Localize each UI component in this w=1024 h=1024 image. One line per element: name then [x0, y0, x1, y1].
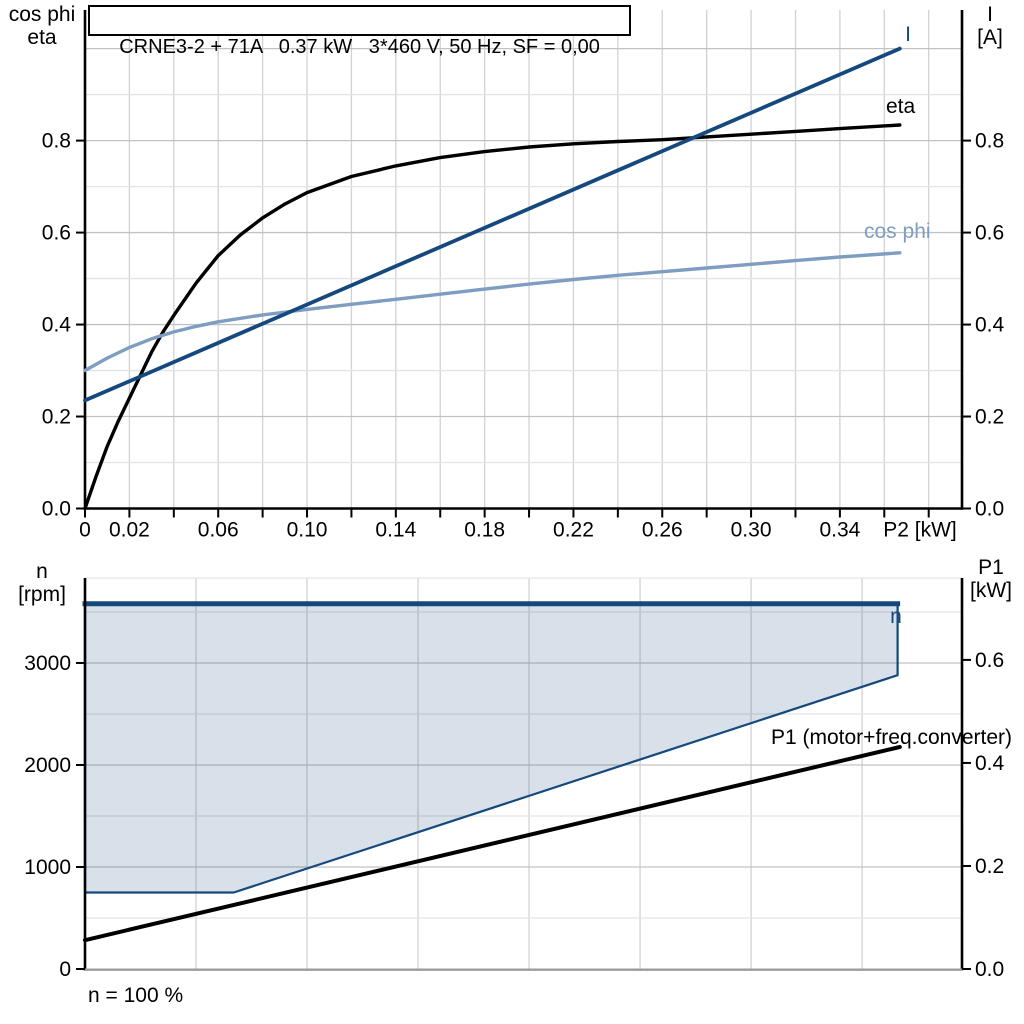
y-tick-label-left: 2000 [24, 754, 71, 777]
axis-label-speed: n [36, 560, 48, 583]
y-tick-label-right: 0.4 [975, 314, 1005, 337]
axis-label-cosphi: cos phi [8, 3, 76, 26]
speed-envelope-label: n [890, 605, 902, 628]
x-tick-label: 0.22 [553, 519, 594, 542]
y-tick-label-right: 0.2 [975, 406, 1004, 429]
x-tick-label: 0.10 [287, 519, 328, 542]
y-tick-label-left: 0.2 [42, 406, 71, 429]
speed-percentage-note: n = 100 % [88, 984, 184, 1007]
axis-label-p1-unit: [kW] [970, 579, 1012, 602]
axis-label-p1: P1 [978, 556, 1004, 579]
x-tick-label: 0.18 [464, 519, 505, 542]
x-tick-label: 0.02 [109, 519, 150, 542]
axis-label-current-unit: [A] [977, 26, 1003, 49]
axis-label-current: I [987, 3, 993, 26]
current-line [83, 46, 902, 403]
y-tick-label-right: 0.2 [975, 855, 1004, 878]
p1-line [83, 745, 902, 943]
bottom-right-axis-label: P1 [kW] [960, 556, 1022, 602]
top-left-axis-label: cos phi eta [0, 3, 84, 49]
x-axis-unit-label: P2 [kW] [883, 519, 957, 542]
bottom-chart: 0 1000 2000 3000 0.0 0.2 0.4 0.6 [24, 577, 1005, 981]
top-chart: 0 0.02 0.06 0.10 0.14 0.18 0.22 0.26 0.30 0.34 P2 … [42, 10, 1005, 542]
bottom-left-axis-label: n [rpm] [0, 560, 84, 606]
cosphi-curve [83, 251, 902, 373]
y-tick-label-left: 1000 [24, 856, 71, 879]
eta-curve [83, 123, 902, 511]
chart-title-box: CRNE3-2 + 71A 0.37 kW 3*460 V, 50 Hz, SF… [88, 5, 631, 58]
cosphi-curve-label: cos phi [864, 220, 931, 243]
y-tick-label-left: 0 [59, 958, 71, 981]
x-tick-label: 0.26 [642, 519, 683, 542]
top-right-axis-label: I [A] [960, 3, 1020, 49]
eta-curve-label: eta [886, 95, 916, 118]
current-curve-label: I [905, 23, 911, 46]
x-tick-label: 0.14 [375, 519, 416, 542]
chart-title: CRNE3-2 + 71A 0.37 kW 3*460 V, 50 Hz, SF… [119, 36, 600, 58]
y-tick-label-right: 0.4 [975, 752, 1005, 775]
y-tick-label-left: 0.8 [42, 130, 71, 153]
x-tick-label: 0.34 [819, 519, 860, 542]
y-tick-label-right: 0.0 [975, 958, 1004, 981]
y-tick-label-left: 0.4 [42, 314, 72, 337]
y-tick-label-right: 0.0 [975, 498, 1004, 521]
axis-label-eta: eta [27, 26, 57, 49]
y-tick-label-left: 0.0 [42, 498, 71, 521]
p1-curve-label: P1 (motor+freq.converter) [770, 726, 1012, 749]
y-tick-label-left: 0.6 [42, 222, 71, 245]
x-tick-label: 0.06 [198, 519, 239, 542]
y-tick-label-right: 0.6 [975, 222, 1004, 245]
axis-label-speed-unit: [rpm] [18, 583, 66, 606]
y-tick-label-left: 3000 [24, 652, 71, 675]
x-tick-label: 0.30 [731, 519, 772, 542]
y-tick-label-right: 0.8 [975, 130, 1004, 153]
y-tick-label-right: 0.6 [975, 649, 1004, 672]
x-tick-label: 0 [79, 519, 91, 542]
